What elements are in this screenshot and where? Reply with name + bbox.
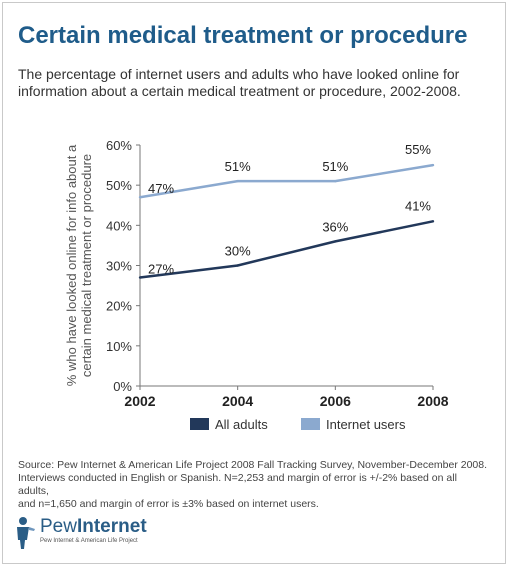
y-axis-label-line2: certain medical treatment or procedure xyxy=(79,154,94,377)
series-line-internet-users xyxy=(139,163,434,199)
series-line-all-adults xyxy=(139,220,434,279)
data-label: 30% xyxy=(225,244,251,259)
y-tick-label: 60% xyxy=(106,138,132,153)
data-point xyxy=(138,196,142,199)
logo-word-pew: Pew xyxy=(40,516,77,537)
y-tick-label: 50% xyxy=(106,178,132,193)
data-point xyxy=(236,264,239,267)
logo-tagline: Pew Internet & American Life Project xyxy=(40,538,138,544)
x-tick-label: 2004 xyxy=(222,393,253,409)
legend-label: All adults xyxy=(215,417,268,432)
data-point xyxy=(236,179,239,183)
source-line-2: Interviews conducted in English or Spani… xyxy=(18,472,457,497)
chart-subtitle: The percentage of internet users and adu… xyxy=(18,66,461,99)
line-chart: % who have looked online for info about … xyxy=(64,138,449,432)
data-point xyxy=(334,179,337,183)
legend-swatch xyxy=(301,418,320,430)
chart-title: Certain medical treatment or procedure xyxy=(18,22,468,49)
axes: 0% 10% 20% 30% 40% 50% 60% 2002 2004 2006 2008 xyxy=(106,138,449,409)
source-note: Source: Pew Internet & American Life Pro… xyxy=(18,459,490,511)
logo-word-internet: Internet xyxy=(76,516,147,537)
legend-label: Internet users xyxy=(326,417,406,432)
data-point xyxy=(138,276,142,279)
data-label: 27% xyxy=(148,262,174,277)
legend-swatch xyxy=(190,418,209,430)
data-point xyxy=(334,240,337,243)
logo-wordmark: PewInternet xyxy=(40,516,147,538)
data-label: 36% xyxy=(322,219,348,234)
pew-person-icon xyxy=(17,517,35,549)
y-axis-label-line1: % who have looked online for info about … xyxy=(64,144,79,386)
data-label: 51% xyxy=(322,159,348,174)
source-line-1: Source: Pew Internet & American Life Pro… xyxy=(18,459,488,471)
y-tick-label: 0% xyxy=(113,379,132,394)
figure-frame xyxy=(2,2,506,564)
x-tick-label: 2008 xyxy=(417,393,448,409)
data-label: 41% xyxy=(405,198,431,213)
y-tick-label: 40% xyxy=(106,218,132,233)
series-layer xyxy=(138,163,435,279)
y-tick-label: 20% xyxy=(106,299,132,314)
data-label: 55% xyxy=(405,142,431,157)
pew-internet-logo: PewInternet Pew Internet & American Life… xyxy=(14,516,214,556)
y-axis-label: % who have looked online for info about … xyxy=(64,144,94,386)
legend: All adults Internet users xyxy=(190,417,406,432)
x-tick-label: 2002 xyxy=(124,393,155,409)
y-tick-label: 10% xyxy=(106,339,132,354)
source-line-3: and n=1,650 and margin of error is ±3% b… xyxy=(18,498,319,510)
y-tick-label: 30% xyxy=(106,259,132,274)
data-point xyxy=(431,220,435,223)
data-label: 51% xyxy=(225,159,251,174)
data-label: 47% xyxy=(148,181,174,196)
x-tick-label: 2006 xyxy=(320,393,351,409)
data-labels: 27% 30% 36% 41% 47% 51% 51% 55% xyxy=(148,142,431,276)
data-point xyxy=(431,163,435,167)
